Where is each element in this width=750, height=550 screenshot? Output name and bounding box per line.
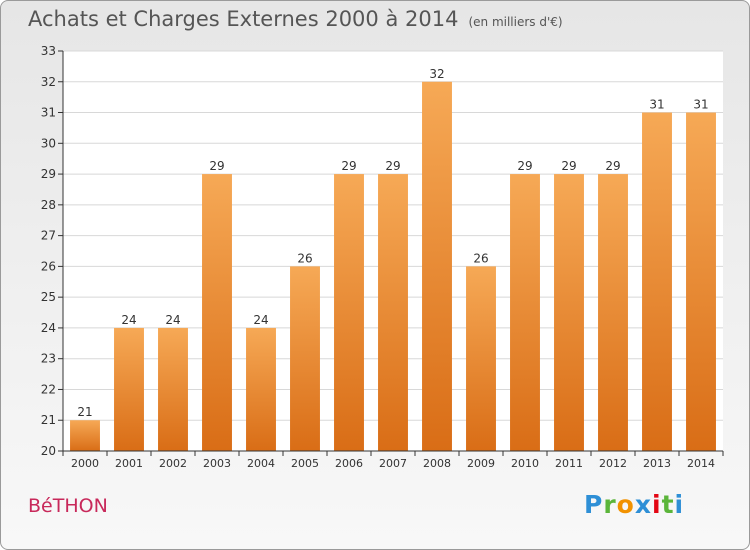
x-tick-label: 2010	[511, 457, 539, 470]
logo-letter: i	[652, 490, 662, 519]
chart-title-block: Achats et Charges Externes 2000 à 2014 (e…	[28, 7, 563, 31]
x-tick-label: 2007	[379, 457, 407, 470]
y-tick-label: 28	[41, 198, 56, 212]
chart-title: Achats et Charges Externes 2000 à 2014	[28, 7, 459, 31]
bar	[290, 266, 320, 451]
bar	[598, 174, 628, 452]
data-label: 29	[209, 159, 224, 173]
bar	[378, 174, 408, 452]
y-tick-label: 32	[41, 75, 56, 89]
x-tick-label: 2001	[115, 457, 143, 470]
x-tick-label: 2004	[247, 457, 275, 470]
data-label: 24	[253, 313, 268, 327]
bar	[466, 266, 496, 451]
bar	[114, 327, 144, 451]
bar	[158, 327, 188, 451]
bar	[642, 112, 672, 452]
x-tick-label: 2000	[71, 457, 99, 470]
y-tick-label: 30	[41, 136, 56, 150]
data-label: 31	[649, 98, 664, 112]
data-label: 24	[121, 313, 136, 327]
logo-letter: o	[616, 490, 635, 519]
unit-label: (en milliers d'€)	[468, 15, 563, 29]
bar	[422, 81, 452, 452]
x-tick-label: 2006	[335, 457, 363, 470]
data-label: 29	[561, 159, 576, 173]
logo-letter: r	[603, 490, 617, 519]
data-label: 29	[385, 159, 400, 173]
data-label: 26	[297, 251, 312, 265]
town-name: BéTHON	[28, 495, 108, 517]
x-tick-label: 2008	[423, 457, 451, 470]
y-tick-label: 31	[41, 106, 56, 120]
data-label: 32	[429, 67, 444, 81]
bar	[70, 420, 100, 451]
y-tick-label: 33	[41, 44, 56, 58]
y-tick-label: 26	[41, 259, 56, 273]
x-tick-label: 2005	[291, 457, 319, 470]
y-tick-label: 29	[41, 167, 56, 181]
x-tick-label: 2011	[555, 457, 583, 470]
bar	[334, 174, 364, 452]
data-label: 29	[517, 159, 532, 173]
y-tick-label: 27	[41, 229, 56, 243]
x-tick-label: 2013	[643, 457, 671, 470]
logo-letter: P	[584, 490, 604, 519]
data-label: 24	[165, 313, 180, 327]
bar	[246, 327, 276, 451]
x-tick-label: 2002	[159, 457, 187, 470]
logo-letter: x	[634, 490, 652, 519]
y-tick-label: 25	[41, 290, 56, 304]
y-tick-label: 21	[41, 413, 56, 427]
y-tick-label: 22	[41, 382, 56, 396]
data-label: 29	[341, 159, 356, 173]
proxiti-logo: Proxiti	[584, 490, 684, 519]
data-label: 29	[605, 159, 620, 173]
bar	[554, 174, 584, 452]
logo-letter: i	[674, 490, 685, 519]
bar	[686, 112, 716, 452]
x-tick-label: 2012	[599, 457, 627, 470]
x-tick-label: 2014	[687, 457, 715, 470]
data-label: 21	[77, 405, 92, 419]
logo-letter: t	[661, 490, 675, 519]
bar	[510, 174, 540, 452]
data-label: 31	[693, 98, 708, 112]
x-tick-label: 2009	[467, 457, 495, 470]
y-tick-label: 24	[41, 321, 56, 335]
y-tick-label: 23	[41, 352, 56, 366]
x-tick-label: 2003	[203, 457, 231, 470]
data-label: 26	[473, 251, 488, 265]
bar	[202, 174, 232, 452]
y-tick-label: 20	[41, 444, 56, 458]
